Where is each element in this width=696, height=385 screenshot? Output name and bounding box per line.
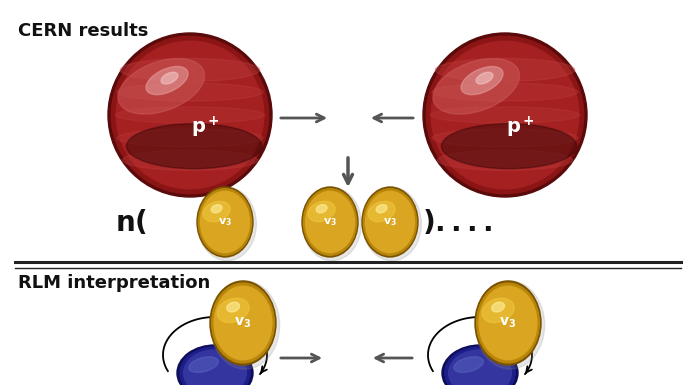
Ellipse shape: [197, 187, 253, 257]
Text: RLM interpretation: RLM interpretation: [18, 274, 210, 292]
Ellipse shape: [445, 347, 515, 385]
Ellipse shape: [479, 286, 537, 360]
Ellipse shape: [433, 59, 519, 114]
Text: $\mathbf{v_3}$: $\mathbf{v_3}$: [323, 216, 337, 228]
Ellipse shape: [441, 124, 577, 169]
Ellipse shape: [198, 189, 251, 255]
Text: $\mathbf{n(}$: $\mathbf{n(}$: [115, 208, 148, 236]
Ellipse shape: [122, 150, 258, 170]
Ellipse shape: [435, 59, 575, 81]
Ellipse shape: [432, 129, 578, 147]
Ellipse shape: [302, 187, 358, 257]
Ellipse shape: [482, 298, 514, 323]
Ellipse shape: [211, 204, 222, 213]
Text: $\mathbf{)....}$: $\mathbf{)....}$: [422, 208, 492, 236]
Ellipse shape: [449, 350, 512, 385]
Text: $\mathbf{v_3}$: $\mathbf{v_3}$: [235, 316, 251, 330]
Ellipse shape: [127, 124, 262, 169]
Ellipse shape: [432, 41, 579, 189]
Ellipse shape: [118, 59, 205, 114]
Ellipse shape: [111, 36, 269, 194]
Ellipse shape: [200, 191, 249, 253]
Ellipse shape: [376, 204, 387, 213]
Ellipse shape: [477, 283, 539, 363]
Ellipse shape: [306, 191, 354, 253]
Ellipse shape: [454, 357, 484, 372]
Ellipse shape: [442, 345, 518, 385]
Ellipse shape: [198, 187, 256, 261]
Ellipse shape: [146, 67, 188, 95]
Ellipse shape: [362, 187, 418, 257]
Ellipse shape: [303, 189, 356, 255]
Text: $\mathbf{v_3}$: $\mathbf{v_3}$: [500, 316, 516, 330]
Ellipse shape: [212, 283, 274, 363]
Ellipse shape: [426, 36, 584, 194]
Ellipse shape: [120, 59, 260, 81]
Ellipse shape: [117, 83, 263, 101]
Text: $\mathbf{v_3}$: $\mathbf{v_3}$: [383, 216, 397, 228]
Ellipse shape: [308, 201, 335, 222]
Ellipse shape: [491, 302, 505, 312]
Ellipse shape: [180, 347, 250, 385]
Ellipse shape: [430, 107, 580, 123]
Ellipse shape: [177, 345, 253, 385]
Ellipse shape: [437, 150, 573, 170]
Ellipse shape: [475, 281, 545, 369]
Ellipse shape: [316, 204, 327, 213]
Ellipse shape: [461, 67, 503, 95]
Ellipse shape: [161, 72, 178, 84]
Ellipse shape: [184, 350, 246, 385]
Ellipse shape: [363, 189, 417, 255]
Ellipse shape: [203, 201, 230, 222]
Ellipse shape: [423, 33, 587, 197]
Ellipse shape: [303, 187, 361, 261]
Text: $\mathbf{v_3}$: $\mathbf{v_3}$: [218, 216, 232, 228]
Text: $\mathbf{p^+}$: $\mathbf{p^+}$: [505, 114, 535, 140]
Ellipse shape: [475, 281, 541, 365]
Ellipse shape: [189, 357, 219, 372]
Ellipse shape: [214, 286, 272, 360]
Ellipse shape: [363, 187, 421, 261]
Ellipse shape: [217, 298, 249, 323]
Ellipse shape: [210, 281, 276, 365]
Ellipse shape: [117, 129, 263, 147]
Ellipse shape: [210, 281, 280, 369]
Ellipse shape: [476, 72, 493, 84]
Ellipse shape: [432, 83, 578, 101]
Text: $\mathbf{p^+}$: $\mathbf{p^+}$: [191, 114, 219, 140]
Ellipse shape: [108, 33, 272, 197]
Ellipse shape: [116, 107, 264, 123]
Text: CERN results: CERN results: [18, 22, 148, 40]
Ellipse shape: [368, 201, 395, 222]
Ellipse shape: [227, 302, 239, 312]
Ellipse shape: [116, 41, 264, 189]
Ellipse shape: [365, 191, 415, 253]
